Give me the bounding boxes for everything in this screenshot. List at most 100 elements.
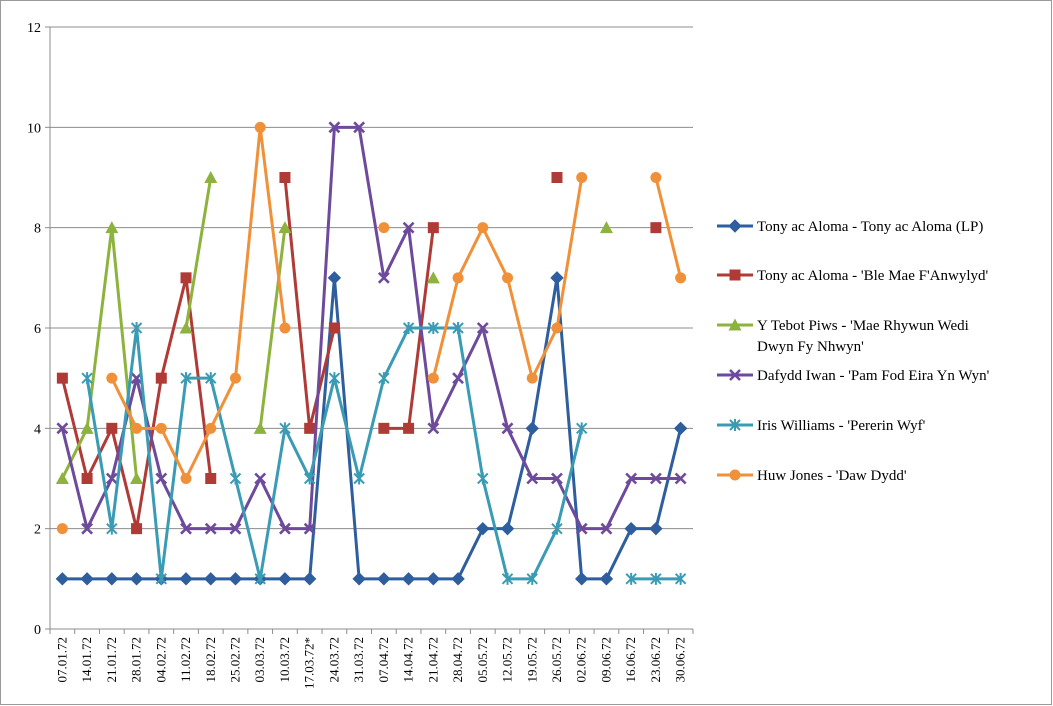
x-tick-label: 24.03.72: [326, 637, 341, 683]
x-tick-label: 16.06.72: [623, 637, 638, 683]
y-tick-label: 4: [34, 422, 41, 437]
data-point: [575, 572, 589, 586]
legend-item: Dafydd Iwan - 'Pam Fod Eira Yn Wyn': [717, 368, 990, 384]
legend-marker: [729, 269, 741, 281]
data-point: [624, 521, 638, 536]
data-point: [551, 472, 563, 485]
x-tick-label: 28.01.72: [129, 637, 144, 683]
data-point: [155, 572, 167, 585]
data-point: [228, 572, 243, 586]
data-point: [649, 521, 663, 536]
data-point: [525, 421, 539, 436]
data-point: [55, 572, 70, 586]
data-point: [254, 121, 266, 133]
x-tick-label: 28.04.72: [450, 637, 465, 683]
y-tick-labels: 0 2 4 6 8 10 12: [27, 21, 50, 638]
data-point: [476, 322, 489, 334]
series-line: [61, 226, 139, 480]
x-tick-label: 17.03.72*: [302, 637, 317, 689]
data-point: [576, 172, 588, 183]
data-point: [551, 172, 563, 183]
data-point: [401, 572, 416, 586]
x-tick-label: 03.03.72: [252, 637, 267, 683]
data-point: [377, 271, 390, 284]
series-line: [184, 177, 213, 329]
data-point: [56, 372, 68, 384]
data-point: [501, 572, 514, 585]
data-point: [378, 422, 390, 434]
data-point: [551, 322, 563, 334]
legend: Tony ac Aloma - Tony ac Aloma (LP) Tony a…: [717, 219, 990, 484]
x-tick-labels: 07.01.72 14.01.72 21.01.72 28.01.72 04.02.72…: [49, 629, 694, 689]
data-point: [180, 473, 192, 484]
data-point: [81, 372, 93, 385]
data-point: [105, 472, 118, 485]
data-point: [279, 172, 291, 183]
x-tick-label: 31.03.72: [351, 637, 366, 683]
legend-marker: [729, 369, 741, 381]
data-point: [106, 372, 118, 384]
legend-label: Huw Jones - 'Daw Dydd': [757, 468, 907, 484]
series-line: [60, 125, 681, 531]
series-4: [81, 322, 687, 585]
data-point: [254, 472, 267, 485]
data-point: [452, 322, 464, 334]
data-point: [204, 522, 217, 535]
x-tick-label: 12.05.72: [500, 637, 515, 683]
data-point: [205, 372, 217, 385]
y-tick-label: 6: [34, 322, 41, 337]
data-point: [476, 521, 490, 536]
data-point: [675, 272, 687, 284]
data-point: [155, 372, 167, 384]
data-point: [650, 172, 662, 183]
data-point: [80, 421, 94, 434]
data-point: [599, 572, 614, 586]
data-point: [129, 572, 144, 586]
data-point: [378, 222, 390, 234]
series-5: [56, 121, 687, 535]
x-tick-label: 07.04.72: [376, 637, 391, 683]
data-point: [674, 572, 687, 585]
y-tick-label: 10: [27, 121, 41, 136]
data-point: [402, 322, 415, 334]
data-point: [105, 221, 119, 234]
data-point: [427, 322, 440, 334]
x-tick-label: 18.02.72: [203, 637, 218, 683]
series-line: [283, 177, 336, 430]
gridlines: [50, 26, 693, 530]
legend-item: Tony ac Aloma - 'Ble Mae F'Anwylyd': [717, 268, 988, 284]
data-point: [131, 422, 143, 434]
data-point: [106, 422, 118, 434]
data-point: [180, 372, 192, 385]
data-point: [452, 372, 464, 385]
x-tick-label: 25.02.72: [227, 637, 242, 683]
data-point: [550, 271, 564, 285]
data-point: [353, 472, 365, 485]
legend-label: Iris Williams - 'Pererin Wyf': [757, 418, 926, 434]
data-point: [551, 522, 563, 535]
legend-marker: [729, 469, 741, 481]
data-point: [229, 472, 242, 485]
x-tick-label: 23.06.72: [648, 637, 663, 683]
legend-marker: [728, 219, 742, 233]
data-point: [650, 572, 662, 585]
legend-item: Tony ac Aloma - Tony ac Aloma (LP): [717, 219, 983, 235]
x-tick-label: 02.06.72: [574, 637, 589, 683]
y-tick-label: 0: [34, 623, 41, 638]
data-point: [526, 472, 539, 485]
data-point: [477, 472, 489, 485]
legend-label: Y Tebot Piws - 'Mae Rhywun Wedi: [757, 318, 969, 334]
data-point: [625, 572, 637, 585]
data-point: [278, 221, 292, 234]
data-point: [229, 372, 241, 384]
data-point: [180, 272, 192, 284]
data-point: [377, 572, 391, 586]
x-tick-label: 21.01.72: [104, 637, 119, 683]
data-point: [353, 121, 366, 134]
data-point: [204, 171, 218, 183]
data-point: [501, 422, 514, 435]
legend-label: Dwyn Fy Nhwyn': [757, 339, 864, 355]
legend-item: Iris Williams - 'Pererin Wyf': [717, 418, 926, 434]
data-point: [204, 572, 218, 586]
